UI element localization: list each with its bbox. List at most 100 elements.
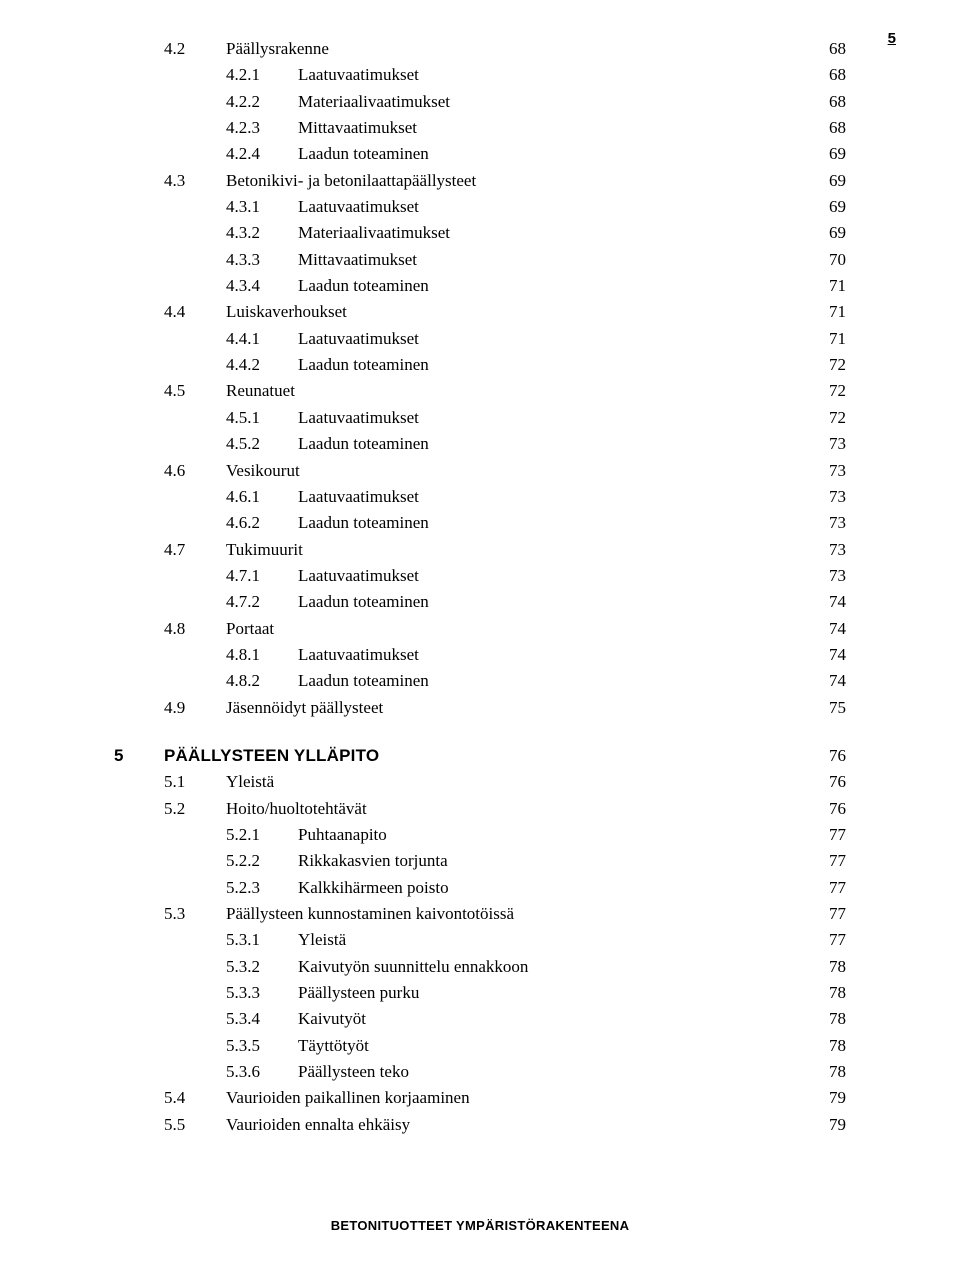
toc-subsection-number: 4.4.1 [226,326,298,352]
toc-section-number: 5.2 [164,796,226,822]
toc-page-ref: 69 [810,194,846,220]
toc-page-ref: 74 [810,616,846,642]
toc-section-number: 5.3 [164,901,226,927]
toc-section-number: 4.8 [164,616,226,642]
toc-section-number: 4.5 [164,378,226,404]
toc-row: 4.7Tukimuurit73 [114,537,846,563]
toc-subsection-number: 5.3.1 [226,927,298,953]
toc-row: 4.2.4Laadun toteaminen69 [114,141,846,167]
toc-row: 4.8Portaat74 [114,616,846,642]
toc-row: 4.8.2Laadun toteaminen74 [114,668,846,694]
toc-row: 5.3.2Kaivutyön suunnittelu ennakkoon78 [114,954,846,980]
toc-section-title: Portaat [226,616,810,642]
toc-page-ref: 77 [810,901,846,927]
page: 5 4.2Päällysrakenne684.2.1Laatuvaatimuks… [0,0,960,1263]
toc-subsection-title: Laatuvaatimukset [298,326,810,352]
toc-row: 5.3.4Kaivutyöt78 [114,1006,846,1032]
toc-row: 4.4.1Laatuvaatimukset71 [114,326,846,352]
toc-page-ref: 69 [810,220,846,246]
toc-subsection-title: Kalkkihärmeen poisto [298,875,810,901]
toc-page-ref: 76 [810,769,846,795]
toc-subsection-number: 4.4.2 [226,352,298,378]
toc-row: 5.3.3Päällysteen purku78 [114,980,846,1006]
toc-subsection-number: 4.3.4 [226,273,298,299]
toc-row: 4.6Vesikourut73 [114,458,846,484]
toc-page-ref: 73 [810,563,846,589]
toc-section-number: 4.2 [164,36,226,62]
toc-subsection-number: 4.2.3 [226,115,298,141]
toc-section-title: Vaurioiden ennalta ehkäisy [226,1112,810,1138]
footer-text: BETONITUOTTEET YMPÄRISTÖRAKENTEENA [0,1218,960,1233]
toc-section-title: Luiskaverhoukset [226,299,810,325]
toc-page-ref: 72 [810,405,846,431]
toc-page-ref: 78 [810,980,846,1006]
toc-subsection-number: 5.2.1 [226,822,298,848]
toc-row: 5.2Hoito/huoltotehtävät76 [114,796,846,822]
toc-subsection-title: Täyttötyöt [298,1033,810,1059]
toc-subsection-number: 5.3.6 [226,1059,298,1085]
toc-section-title: Yleistä [226,769,810,795]
toc-row: 4.5.2Laadun toteaminen73 [114,431,846,457]
toc-page-ref: 73 [810,537,846,563]
toc-row: 5.4Vaurioiden paikallinen korjaaminen79 [114,1085,846,1111]
toc-row: 4.3.4Laadun toteaminen71 [114,273,846,299]
toc-page-ref: 73 [810,484,846,510]
toc-page-ref: 68 [810,89,846,115]
toc-page-ref: 76 [810,796,846,822]
toc-page-ref: 72 [810,378,846,404]
toc-section-number: 4.9 [164,695,226,721]
toc-subsection-number: 4.5.1 [226,405,298,431]
toc-row: 4.3.2Materiaalivaatimukset69 [114,220,846,246]
toc-row: 5.3.5Täyttötyöt78 [114,1033,846,1059]
toc-subsection-title: Rikkakasvien torjunta [298,848,810,874]
toc-subsection-number: 4.8.2 [226,668,298,694]
toc-subsection-title: Laadun toteaminen [298,431,810,457]
toc-row: 5.1Yleistä76 [114,769,846,795]
toc-row: 4.9Jäsennöidyt päällysteet75 [114,695,846,721]
toc-row: 4.2.1Laatuvaatimukset68 [114,62,846,88]
toc-chapter-number: 5 [114,743,164,769]
toc-row: 4.3.3Mittavaatimukset70 [114,247,846,273]
toc-page-ref: 78 [810,1059,846,1085]
toc-page-ref: 78 [810,1006,846,1032]
toc-subsection-number: 4.5.2 [226,431,298,457]
toc-row: 5.2.2Rikkakasvien torjunta77 [114,848,846,874]
toc-subsection-title: Mittavaatimukset [298,247,810,273]
toc-subsection-number: 4.8.1 [226,642,298,668]
toc-subsection-number: 4.3.1 [226,194,298,220]
toc-subsection-number: 4.3.3 [226,247,298,273]
toc-page-ref: 71 [810,326,846,352]
toc-row: 5.5Vaurioiden ennalta ehkäisy79 [114,1112,846,1138]
toc-subsection-number: 4.3.2 [226,220,298,246]
toc-row: 4.3Betonikivi- ja betonilaattapäällystee… [114,168,846,194]
toc-row: 4.5Reunatuet72 [114,378,846,404]
toc-subsection-title: Laatuvaatimukset [298,405,810,431]
toc-row: 5.3.1Yleistä77 [114,927,846,953]
table-of-contents: 4.2Päällysrakenne684.2.1Laatuvaatimukset… [114,36,846,1138]
toc-subsection-title: Päällysteen teko [298,1059,810,1085]
toc-page-ref: 77 [810,822,846,848]
toc-subsection-title: Kaivutyön suunnittelu ennakkoon [298,954,810,980]
toc-row: 4.6.2Laadun toteaminen73 [114,510,846,536]
toc-section-title: Vaurioiden paikallinen korjaaminen [226,1085,810,1111]
toc-page-ref: 72 [810,352,846,378]
toc-subsection-title: Laadun toteaminen [298,589,810,615]
toc-subsection-title: Puhtaanapito [298,822,810,848]
toc-subsection-number: 4.2.1 [226,62,298,88]
toc-subsection-title: Mittavaatimukset [298,115,810,141]
toc-page-ref: 75 [810,695,846,721]
toc-page-ref: 76 [810,743,846,769]
toc-chapter-title: PÄÄLLYSTEEN YLLÄPITO [164,743,810,769]
toc-subsection-title: Kaivutyöt [298,1006,810,1032]
toc-section-title: Jäsennöidyt päällysteet [226,695,810,721]
toc-page-ref: 68 [810,62,846,88]
toc-subsection-title: Laadun toteaminen [298,510,810,536]
toc-row: 4.7.1Laatuvaatimukset73 [114,563,846,589]
toc-subsection-number: 5.2.2 [226,848,298,874]
toc-section-number: 4.6 [164,458,226,484]
toc-subsection-title: Yleistä [298,927,810,953]
toc-row: 4.3.1Laatuvaatimukset69 [114,194,846,220]
toc-section-number: 5.1 [164,769,226,795]
toc-section-title: Betonikivi- ja betonilaattapäällysteet [226,168,810,194]
toc-subsection-title: Päällysteen purku [298,980,810,1006]
